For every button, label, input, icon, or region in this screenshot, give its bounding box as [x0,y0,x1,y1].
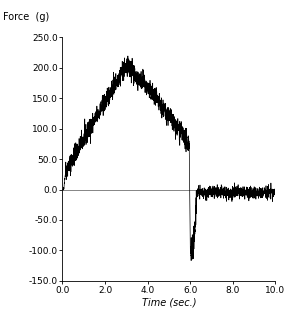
Text: Force  (g): Force (g) [3,12,49,22]
X-axis label: Time (sec.): Time (sec.) [142,297,196,307]
